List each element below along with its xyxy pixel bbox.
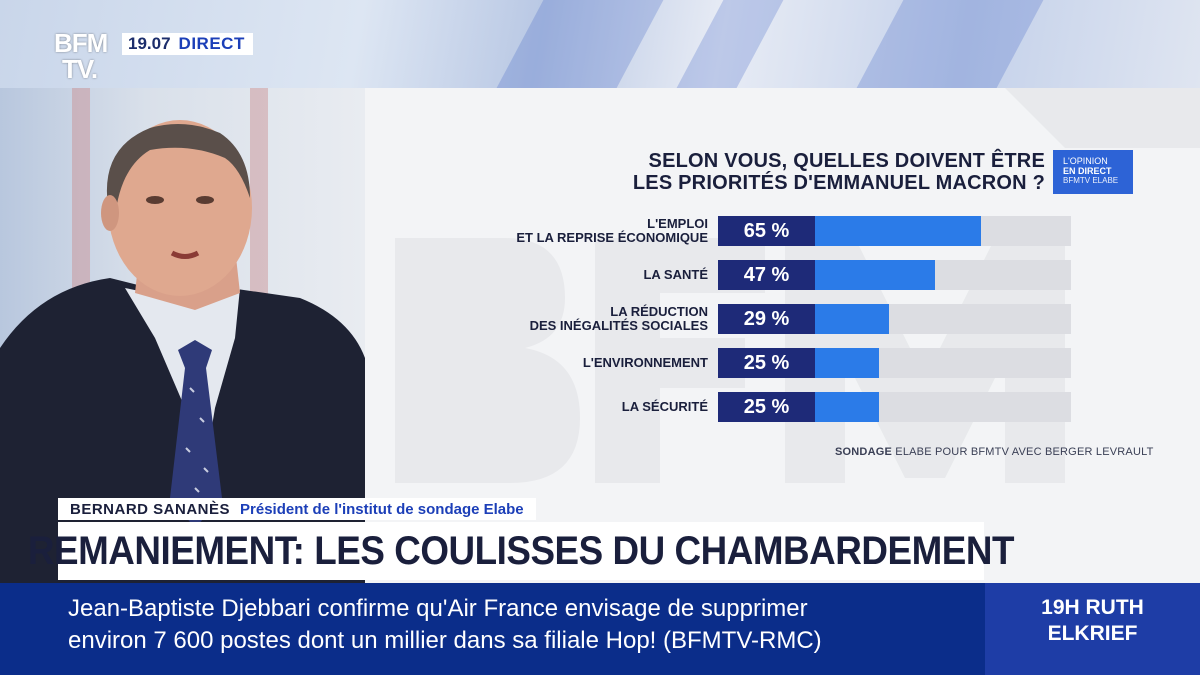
bar-row: L'ENVIRONNEMENT 25 % [365,347,1200,379]
category-label: L'EMPLOI ET LA REPRISE ÉCONOMIQUE [516,215,708,247]
chart-title-line: SELON VOUS, QUELLES DOIVENT ÊTRE [648,150,1045,172]
logo-line-2: TV. [62,54,98,84]
guest-name: BERNARD SANANÈS [70,500,231,518]
chart-title: SELON VOUS, QUELLES DOIVENT ÊTRE LES PRI… [485,150,1045,194]
source-prefix: SONDAGE [835,446,893,458]
source-text: ELABE POUR BFMTV AVEC BERGER LEVRAULT [892,446,1154,458]
clock-bar: 19.07 DIRECT [122,33,253,55]
clock-time: 19.07 [128,34,171,53]
live-label: DIRECT [178,34,245,53]
category-label: LA RÉDUCTION DES INÉGALITÉS SOCIALES [530,303,708,335]
news-ticker: Jean-Baptiste Djebbari confirme qu'Air F… [0,583,985,675]
bar-value-label: 25 % [718,392,815,422]
program-line-1: 19H RUTH [1041,596,1144,619]
bfm-watermark [395,88,1200,483]
badge-line-3: BFMTV ELABE [1063,176,1119,185]
category-label-line: L'EMPLOI [647,216,708,231]
headline-text: REMANIEMENT: LES COULISSES DU CHAMBARDEM… [27,528,1015,573]
decorative-streak [676,0,784,88]
bar-row: L'EMPLOI ET LA REPRISE ÉCONOMIQUE 65 % [365,215,1200,247]
bar [815,304,889,334]
decorative-streak [856,0,1044,88]
program-line-2: ELKRIEF [1047,622,1138,645]
channel-logo: BFM TV. [54,30,114,86]
logo-line-1: BFM [54,28,108,58]
bar-value-label: 29 % [718,304,815,334]
badge-line-1: L'OPINION [1063,156,1108,166]
bar-row: LA SÉCURITÉ 25 % [365,391,1200,423]
guest-nameplate: BERNARD SANANÈS Président de l'institut … [58,498,536,520]
ticker-text: Jean-Baptiste Djebbari confirme qu'Air F… [68,593,968,657]
bar [815,216,981,246]
category-label-line: LA SANTÉ [643,267,708,282]
category-label-line: LA SÉCURITÉ [621,399,708,414]
headline-banner: REMANIEMENT: LES COULISSES DU CHAMBARDEM… [28,522,1015,580]
chart-source: SONDAGE ELABE POUR BFMTV AVEC BERGER LEV… [835,446,1154,458]
badge-line-2: EN DIRECT [1063,166,1112,176]
bar [815,392,879,422]
category-label: LA SANTÉ [643,259,708,291]
category-label-line: ET LA REPRISE ÉCONOMIQUE [516,230,708,245]
category-label-line: L'ENVIRONNEMENT [582,355,708,370]
guest-role: Président de l'institut de sondage Elabe [240,500,524,518]
category-label-line: LA RÉDUCTION [610,304,708,319]
category-label: L'ENVIRONNEMENT [583,347,708,379]
category-label: LA SÉCURITÉ [622,391,708,423]
bar [815,348,879,378]
bar-value-label: 47 % [718,260,815,290]
bar-row: LA SANTÉ 47 % [365,259,1200,291]
chart-title-line: LES PRIORITÉS D'EMMANUEL MACRON ? [632,172,1045,194]
bar-row: LA RÉDUCTION DES INÉGALITÉS SOCIALES 29 % [365,303,1200,335]
bar-value-label: 25 % [718,348,815,378]
program-box: 19H RUTH ELKRIEF [985,583,1200,675]
opinion-en-direct-badge: L'OPINION EN DIRECT BFMTV ELABE [1053,150,1133,194]
bar [815,260,935,290]
ticker-line-1: Jean-Baptiste Djebbari confirme qu'Air F… [68,595,808,622]
bar-value-label: 65 % [718,216,815,246]
category-label-line: DES INÉGALITÉS SOCIALES [529,318,708,333]
decorative-streak [496,0,664,88]
bar-chart: L'EMPLOI ET LA REPRISE ÉCONOMIQUE 65 % LA S… [365,88,1200,583]
ticker-line-2: environ 7 600 postes dont un millier dan… [68,627,822,654]
